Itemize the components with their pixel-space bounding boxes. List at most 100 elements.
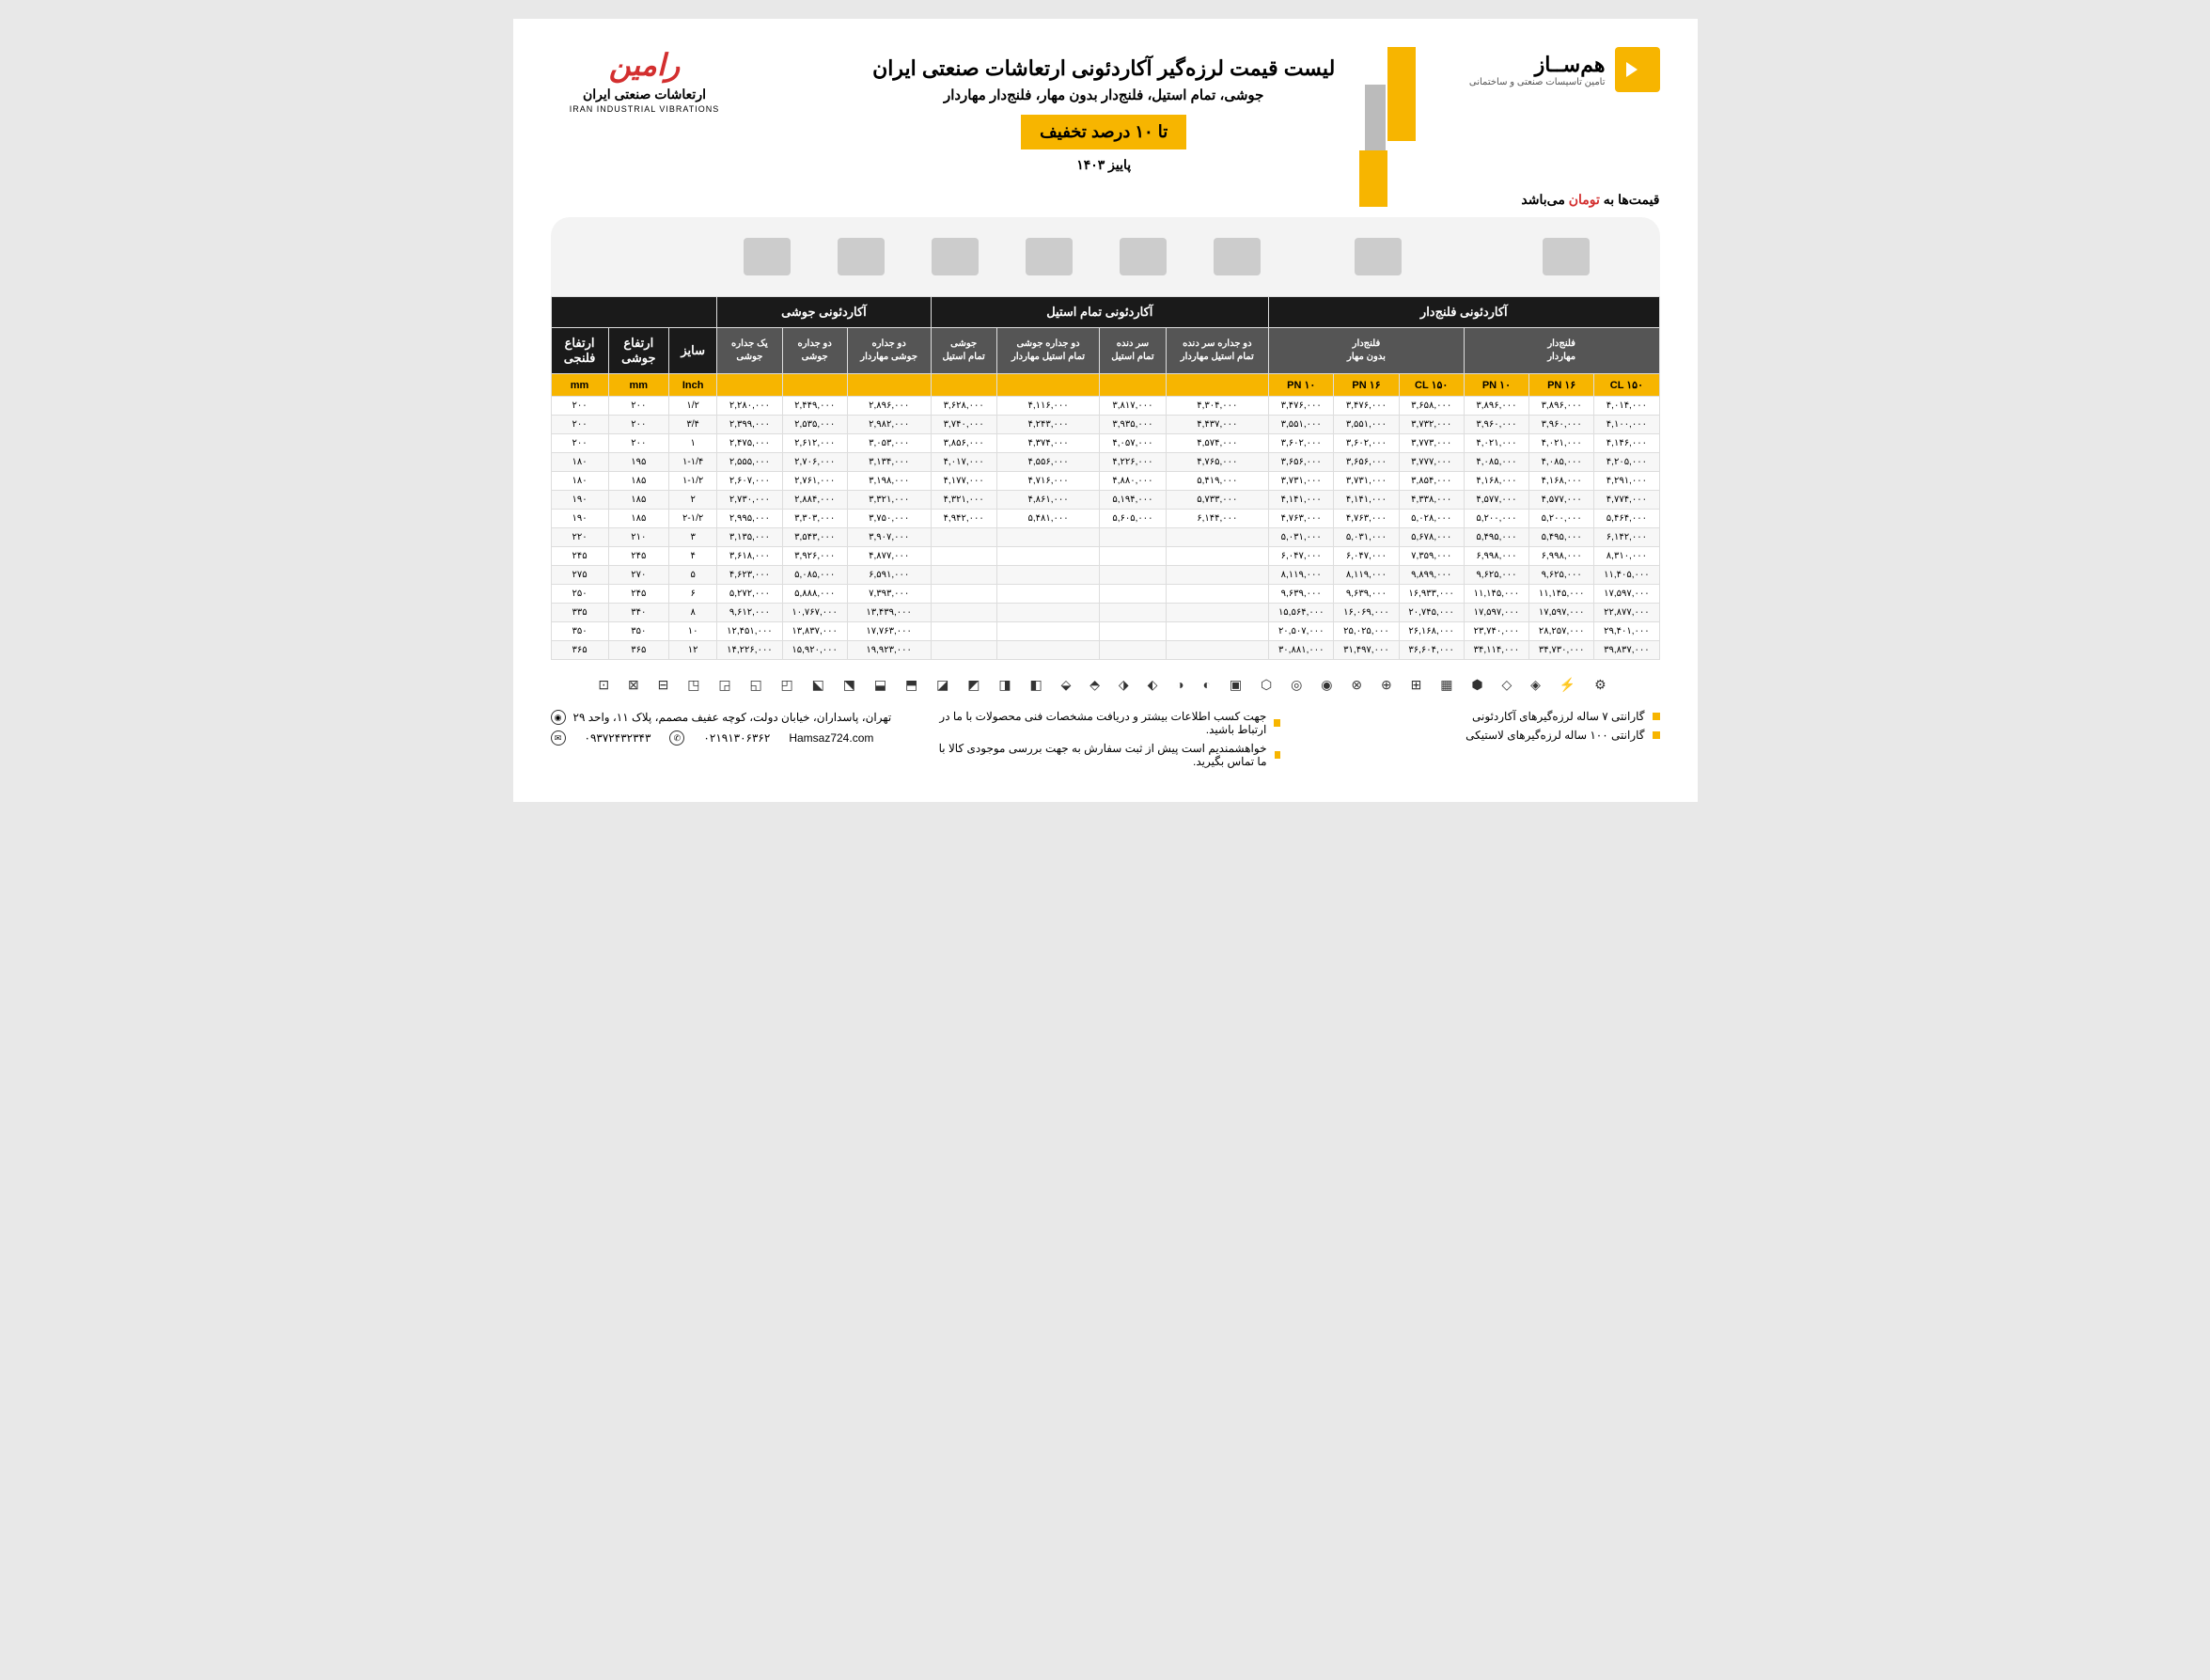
price-cell: ۲,۴۷۵,۰۰۰ bbox=[717, 434, 782, 453]
price-cell: ۱۹۰ bbox=[551, 510, 608, 528]
price-cell bbox=[1166, 547, 1269, 566]
price-cell: ۶,۱۴۲,۰۰۰ bbox=[1594, 528, 1659, 547]
price-cell: ۵,۶۷۸,۰۰۰ bbox=[1399, 528, 1464, 547]
price-cell: ۳,۱۳۴,۰۰۰ bbox=[847, 453, 931, 472]
price-cell bbox=[996, 604, 1100, 622]
price-cell: ۵,۱۹۴,۰۰۰ bbox=[1100, 491, 1166, 510]
price-cell: ۶,۰۴۷,۰۰۰ bbox=[1269, 547, 1334, 566]
price-table: آکاردئونی فلنج‌دارآکاردئونی تمام استیلآک… bbox=[551, 296, 1660, 660]
unit-header: CL ۱۵۰ bbox=[1399, 374, 1464, 397]
price-cell: ۲۲,۸۷۷,۰۰۰ bbox=[1594, 604, 1659, 622]
price-cell bbox=[931, 622, 996, 641]
price-cell: ۷,۳۵۹,۰۰۰ bbox=[1399, 547, 1464, 566]
unit-header: PN ۱۶ bbox=[1529, 374, 1594, 397]
price-cell: ۴,۱۶۸,۰۰۰ bbox=[1529, 472, 1594, 491]
sub-header: دو جدارهجوشی bbox=[782, 328, 847, 374]
unit-header bbox=[996, 374, 1100, 397]
price-cell: ۴,۷۱۶,۰۰۰ bbox=[996, 472, 1100, 491]
price-cell: ۴,۷۶۵,۰۰۰ bbox=[1166, 453, 1269, 472]
price-cell: ۲۰,۷۴۵,۰۰۰ bbox=[1399, 604, 1464, 622]
price-cell: ۱۷,۵۹۷,۰۰۰ bbox=[1594, 585, 1659, 604]
price-cell bbox=[931, 528, 996, 547]
price-cell: ۳,۶۲۸,۰۰۰ bbox=[931, 397, 996, 416]
price-cell: ۱۸۵ bbox=[608, 491, 668, 510]
icon-strip: ⚙ ⚡ ◈ ◇ ⬢ ▦ ⊞ ⊕ ⊗ ◉ ◎ ⬡ ▣ ◐ ◑ ⬖ ⬗ ⬘ ⬙ ◧ … bbox=[551, 677, 1660, 693]
price-cell: ۳,۴۷۶,۰۰۰ bbox=[1269, 397, 1334, 416]
unit-header bbox=[931, 374, 996, 397]
price-cell: ۳۵۰ bbox=[551, 622, 608, 641]
price-cell: ۴,۰۸۵,۰۰۰ bbox=[1464, 453, 1528, 472]
price-cell: ۳ bbox=[668, 528, 716, 547]
product-img-flanged-2 bbox=[1355, 238, 1402, 275]
price-cell: ۶,۹۹۸,۰۰۰ bbox=[1464, 547, 1528, 566]
price-cell: ۳,۵۵۱,۰۰۰ bbox=[1334, 416, 1399, 434]
price-cell: ۳,۶۱۸,۰۰۰ bbox=[717, 547, 782, 566]
price-cell: ۳,۷۳۲,۰۰۰ bbox=[1399, 416, 1464, 434]
logo-hamsaz: هم‌ســاز تامین تاسیسات صنعتی و ساختمانی bbox=[1469, 47, 1660, 92]
table-row: ۶,۱۴۲,۰۰۰۵,۴۹۵,۰۰۰۵,۴۹۵,۰۰۰۵,۶۷۸,۰۰۰۵,۰۳… bbox=[551, 528, 1659, 547]
price-cell: ۱۸۰ bbox=[551, 453, 608, 472]
product-img-steel-1 bbox=[1214, 238, 1261, 275]
price-cell: ۳,۷۵۰,۰۰۰ bbox=[847, 510, 931, 528]
price-cell: ۶,۱۴۴,۰۰۰ bbox=[1166, 510, 1269, 528]
price-cell: ۲۴۵ bbox=[608, 547, 668, 566]
price-cell: ۳۶,۶۰۴,۰۰۰ bbox=[1399, 641, 1464, 660]
price-cell bbox=[931, 641, 996, 660]
price-cell: ۲,۹۹۵,۰۰۰ bbox=[717, 510, 782, 528]
price-cell: ۳,۸۹۶,۰۰۰ bbox=[1529, 397, 1594, 416]
sub-header: یک جدارهجوشی bbox=[717, 328, 782, 374]
price-cell bbox=[931, 547, 996, 566]
price-cell: ۵,۴۹۵,۰۰۰ bbox=[1464, 528, 1528, 547]
unit-header: mm bbox=[551, 374, 608, 397]
price-cell: ۵,۰۳۱,۰۰۰ bbox=[1269, 528, 1334, 547]
sub-header: دو جداره جوشیتمام استیل مهاردار bbox=[996, 328, 1100, 374]
price-cell: ۴,۱۴۱,۰۰۰ bbox=[1334, 491, 1399, 510]
sub-header: فلنج‌دارمهاردار bbox=[1464, 328, 1659, 374]
footer-contact: تهران، پاسداران، خیابان دولت، کوچه عفیف … bbox=[551, 710, 901, 774]
logo-hamsaz-sub: تامین تاسیسات صنعتی و ساختمانی bbox=[1469, 77, 1606, 87]
price-cell bbox=[1100, 528, 1166, 547]
price-cell: ۲۱۰ bbox=[608, 528, 668, 547]
price-cell: ۵,۴۶۴,۰۰۰ bbox=[1594, 510, 1659, 528]
price-cell: ۴,۷۶۳,۰۰۰ bbox=[1334, 510, 1399, 528]
price-cell: ۳,۹۶۰,۰۰۰ bbox=[1529, 416, 1594, 434]
price-cell: ۴,۲۹۱,۰۰۰ bbox=[1594, 472, 1659, 491]
price-cell: ۴,۱۴۱,۰۰۰ bbox=[1269, 491, 1334, 510]
product-img-steel-3 bbox=[1026, 238, 1073, 275]
price-cell: ۴,۲۲۶,۰۰۰ bbox=[1100, 453, 1166, 472]
price-cell: ۱۳,۸۳۷,۰۰۰ bbox=[782, 622, 847, 641]
table-row: ۴,۲۹۱,۰۰۰۴,۱۶۸,۰۰۰۴,۱۶۸,۰۰۰۳,۸۵۴,۰۰۰۳,۷۳… bbox=[551, 472, 1659, 491]
note-1: جهت کسب اطلاعات بیشتر و دریافت مشخصات فن… bbox=[930, 710, 1266, 736]
price-cell: ۴,۰۱۴,۰۰۰ bbox=[1594, 397, 1659, 416]
price-cell: ۲۷۵ bbox=[551, 566, 608, 585]
price-cell: ۴,۰۸۵,۰۰۰ bbox=[1529, 453, 1594, 472]
price-cell: ۴,۱۱۶,۰۰۰ bbox=[996, 397, 1100, 416]
price-cell: ۹,۶۲۵,۰۰۰ bbox=[1464, 566, 1528, 585]
price-cell bbox=[931, 604, 996, 622]
price-cell: ۳۶۵ bbox=[608, 641, 668, 660]
price-cell: ۲۷۰ bbox=[608, 566, 668, 585]
price-cell: ۲,۵۵۵,۰۰۰ bbox=[717, 453, 782, 472]
price-cell bbox=[1166, 622, 1269, 641]
price-cell: ۲,۷۳۰,۰۰۰ bbox=[717, 491, 782, 510]
price-cell: ۵,۰۳۱,۰۰۰ bbox=[1334, 528, 1399, 547]
price-cell: ۳۴۰ bbox=[608, 604, 668, 622]
phone-2: ۰۲۱۹۱۳۰۶۳۶۲ bbox=[703, 731, 770, 745]
price-cell: ۵,۶۰۵,۰۰۰ bbox=[1100, 510, 1166, 528]
phone-icon: ✆ bbox=[669, 730, 684, 746]
price-cell: ۳,۸۵۴,۰۰۰ bbox=[1399, 472, 1464, 491]
price-cell: ۲,۹۸۲,۰۰۰ bbox=[847, 416, 931, 434]
price-cell: ۳۱,۴۹۷,۰۰۰ bbox=[1334, 641, 1399, 660]
price-cell: ۲-۱/۲ bbox=[668, 510, 716, 528]
price-cell: ۱۶,۰۶۹,۰۰۰ bbox=[1334, 604, 1399, 622]
table-row: ۱۷,۵۹۷,۰۰۰۱۱,۱۴۵,۰۰۰۱۱,۱۴۵,۰۰۰۱۶,۹۳۳,۰۰۰… bbox=[551, 585, 1659, 604]
price-cell: ۴ bbox=[668, 547, 716, 566]
price-cell: ۱ bbox=[668, 434, 716, 453]
unit-header bbox=[1166, 374, 1269, 397]
price-cell: ۳۴,۷۳۰,۰۰۰ bbox=[1529, 641, 1594, 660]
price-cell bbox=[996, 528, 1100, 547]
sub-header: دو جدارهجوشی مهاردار bbox=[847, 328, 931, 374]
price-cell bbox=[996, 547, 1100, 566]
price-cell: ۴,۲۰۵,۰۰۰ bbox=[1594, 453, 1659, 472]
price-cell: ۴,۰۵۷,۰۰۰ bbox=[1100, 434, 1166, 453]
